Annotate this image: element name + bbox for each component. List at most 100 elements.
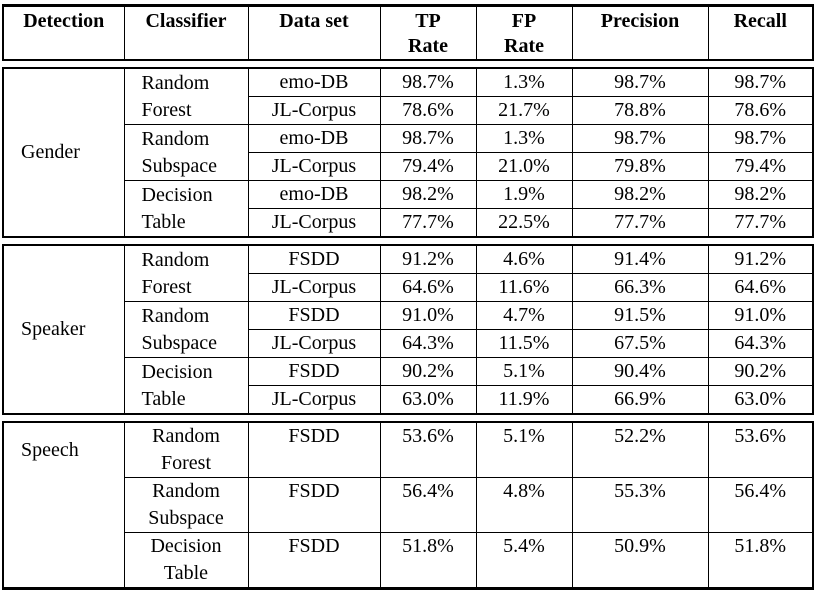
recall-cell: 91.2% <box>707 244 814 274</box>
precision-cell: 66.3% <box>571 273 709 302</box>
classifier-line-1: Random <box>141 71 210 94</box>
recall-cell: 79.4% <box>707 152 814 181</box>
classifier-line-2: Forest <box>141 98 192 121</box>
section-table-gender: Gender Random Forest emo-DB 98.7% 1.3% 9… <box>2 67 814 238</box>
column-header-tp-rate: TP Rate <box>379 5 477 61</box>
table-row: Random Subspace FSDD 91.0% 4.7% 91.5% 91… <box>3 301 814 358</box>
classifier-line-2: Forest <box>141 275 192 298</box>
classifier-cell: Decision Table <box>123 357 249 415</box>
tp-rate-cell: 91.2% <box>379 244 477 274</box>
classifier-line-1: Decision <box>141 183 213 206</box>
header-label: FP <box>511 10 537 32</box>
recall-cell: 53.6% <box>707 421 814 478</box>
fp-rate-cell: 1.9% <box>475 180 573 209</box>
table-row: Decision Table emo-DB 98.2% 1.9% 98.2% 9… <box>3 180 814 238</box>
table-row: JL-Corpus 64.3% 11.5% 67.5% 64.3% <box>3 329 814 358</box>
tp-rate-cell: 77.7% <box>379 208 477 238</box>
fp-rate-cell: 4.8% <box>475 477 573 533</box>
tp-rate-cell: 91.0% <box>379 301 477 330</box>
recall-cell: 77.7% <box>707 208 814 238</box>
fp-rate-cell: 11.6% <box>475 273 573 302</box>
fp-rate-cell: 1.3% <box>475 67 573 97</box>
dataset-cell: FSDD <box>247 244 381 274</box>
fp-rate-cell: 4.6% <box>475 244 573 274</box>
classifier-line-1: Random <box>141 127 210 150</box>
table-row: Speech Random Forest FSDD 53.6% 5.1% 52.… <box>2 421 814 589</box>
header-label: Rate <box>504 35 544 57</box>
classifier-cell: Decision Table <box>123 180 249 238</box>
column-header-recall: Recall <box>707 5 814 61</box>
precision-cell: 98.2% <box>571 180 709 209</box>
dataset-cell: JL-Corpus <box>247 329 381 358</box>
header-label: Recall <box>733 10 787 32</box>
tp-rate-cell: 64.3% <box>379 329 477 358</box>
recall-cell: 51.8% <box>707 532 814 589</box>
dataset-cell: FSDD <box>247 477 381 533</box>
column-header-dataset: Data set <box>247 5 381 61</box>
tp-rate-cell: 98.2% <box>379 180 477 209</box>
tp-rate-cell: 64.6% <box>379 273 477 302</box>
classifier-cell: Decision Table <box>123 532 249 589</box>
table-row: Decision Table FSDD 90.2% 5.1% 90.4% 90.… <box>3 357 814 415</box>
dataset-cell: FSDD <box>247 357 381 386</box>
precision-cell: 78.8% <box>571 96 709 125</box>
recall-cell: 64.3% <box>707 329 814 358</box>
dataset-cell: JL-Corpus <box>247 96 381 125</box>
fp-rate-cell: 11.9% <box>475 385 573 415</box>
recall-cell: 91.0% <box>707 301 814 330</box>
fp-rate-cell: 5.4% <box>475 532 573 589</box>
recall-cell: 63.0% <box>707 385 814 415</box>
precision-cell: 55.3% <box>571 477 709 533</box>
recall-cell: 64.6% <box>707 273 814 302</box>
tp-rate-cell: 51.8% <box>379 532 477 589</box>
classifier-line-2: Subspace <box>148 507 224 529</box>
precision-cell: 79.8% <box>571 152 709 181</box>
table-row: JL-Corpus 77.7% 22.5% 77.7% 77.7% <box>3 208 814 238</box>
dataset-cell: emo-DB <box>247 180 381 209</box>
recall-cell: 78.6% <box>707 96 814 125</box>
section-table-speaker: Speaker Random Forest FSDD 91.2% 4.6% 91… <box>2 244 814 415</box>
table-row: JL-Corpus 79.4% 21.0% 79.8% 79.4% <box>3 152 814 181</box>
dataset-cell: JL-Corpus <box>247 385 381 415</box>
classifier-cell: Random Subspace <box>123 477 249 533</box>
table-row: Gender Random Forest emo-DB 98.7% 1.3% 9… <box>2 67 814 238</box>
precision-cell: 91.4% <box>571 244 709 274</box>
header-row: Detection Classifier Data set TP Rate FP R… <box>2 5 814 61</box>
classifier-cell: Random Forest <box>123 67 249 125</box>
section-table-speech: Speech Random Forest FSDD 53.6% 5.1% 52.… <box>2 421 814 590</box>
tp-rate-cell: 56.4% <box>379 477 477 533</box>
dataset-cell: JL-Corpus <box>247 273 381 302</box>
detection-cell: Speaker <box>2 244 125 415</box>
recall-cell: 98.2% <box>707 180 814 209</box>
classifier-line-2: Table <box>141 210 186 233</box>
fp-rate-cell: 22.5% <box>475 208 573 238</box>
table-row: Speaker Random Forest FSDD 91.2% 4.6% 91… <box>2 244 814 415</box>
fp-rate-cell: 5.1% <box>475 357 573 386</box>
precision-cell: 77.7% <box>571 208 709 238</box>
precision-cell: 50.9% <box>571 532 709 589</box>
classifier-line-1: Decision <box>150 535 222 557</box>
recall-cell: 98.7% <box>707 67 814 97</box>
classifier-line-2: Table <box>141 387 186 410</box>
precision-cell: 90.4% <box>571 357 709 386</box>
tp-rate-cell: 98.7% <box>379 124 477 153</box>
header-label: TP <box>415 10 441 32</box>
precision-cell: 98.7% <box>571 67 709 97</box>
classifier-line-1: Random <box>152 425 220 447</box>
column-header-fp-rate: FP Rate <box>475 5 573 61</box>
tp-rate-cell: 53.6% <box>379 421 477 478</box>
column-header-detection: Detection <box>2 5 125 61</box>
recall-cell: 90.2% <box>707 357 814 386</box>
tp-rate-cell: 78.6% <box>379 96 477 125</box>
recall-cell: 98.7% <box>707 124 814 153</box>
header-label: Rate <box>408 35 448 57</box>
classifier-cell: Random Subspace <box>123 301 249 358</box>
dataset-cell: emo-DB <box>247 67 381 97</box>
dataset-cell: JL-Corpus <box>247 208 381 238</box>
classifier-line-1: Decision <box>141 360 213 383</box>
fp-rate-cell: 21.0% <box>475 152 573 181</box>
header-label: Detection <box>23 10 105 32</box>
tp-rate-cell: 90.2% <box>379 357 477 386</box>
dataset-cell: FSDD <box>247 301 381 330</box>
header-label: Classifier <box>145 10 227 32</box>
